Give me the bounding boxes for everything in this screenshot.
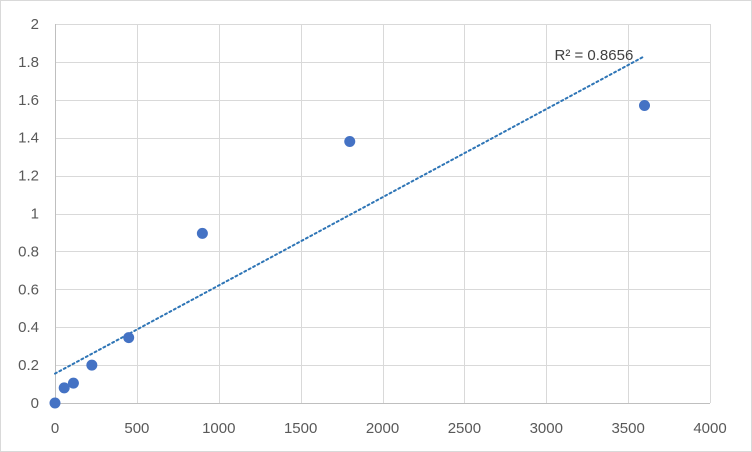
y-tick-label: 0.2: [18, 357, 39, 374]
trendline: [54, 55, 646, 375]
x-tick-label: 0: [51, 420, 59, 437]
data-point: [67, 377, 79, 389]
y-tick-label: 1.6: [18, 92, 39, 109]
y-tick-label: 0.4: [18, 319, 39, 336]
data-point: [196, 227, 208, 239]
y-tick-label: 1.8: [18, 54, 39, 71]
x-tick-label: 500: [124, 420, 149, 437]
y-tick-label: 0.6: [18, 281, 39, 298]
x-tick-label: 2000: [366, 420, 399, 437]
data-points: [49, 99, 650, 409]
data-point: [58, 382, 70, 394]
data-point: [49, 397, 61, 409]
x-tick-label: 2500: [448, 420, 481, 437]
x-tick-label: 4000: [693, 420, 726, 437]
gridlines: [55, 24, 711, 403]
y-tick-label: 1.4: [18, 130, 39, 147]
tick-labels: 0 0.2 0.4 0.6 0.8 1 1.2 1.4 1.6 1.8 2 0 500 1000 1500 2…: [18, 16, 727, 437]
x-tick-label: 3000: [530, 420, 563, 437]
y-tick-label: 0: [31, 395, 39, 412]
x-tick-label: 3500: [611, 420, 644, 437]
x-tick-label: 1000: [202, 420, 235, 437]
data-point: [123, 332, 135, 344]
axes: [55, 24, 710, 404]
r-squared-label: R² = 0.8656: [555, 47, 634, 64]
y-tick-label: 1: [31, 206, 39, 223]
x-tick-label: 1500: [284, 420, 317, 437]
y-tick-label: 2: [31, 16, 39, 33]
y-tick-label: 1.2: [18, 168, 39, 185]
trendline-group: [54, 55, 646, 375]
data-point: [86, 359, 98, 371]
data-point: [639, 99, 650, 111]
data-point: [344, 135, 356, 147]
y-tick-label: 0.8: [18, 243, 39, 260]
